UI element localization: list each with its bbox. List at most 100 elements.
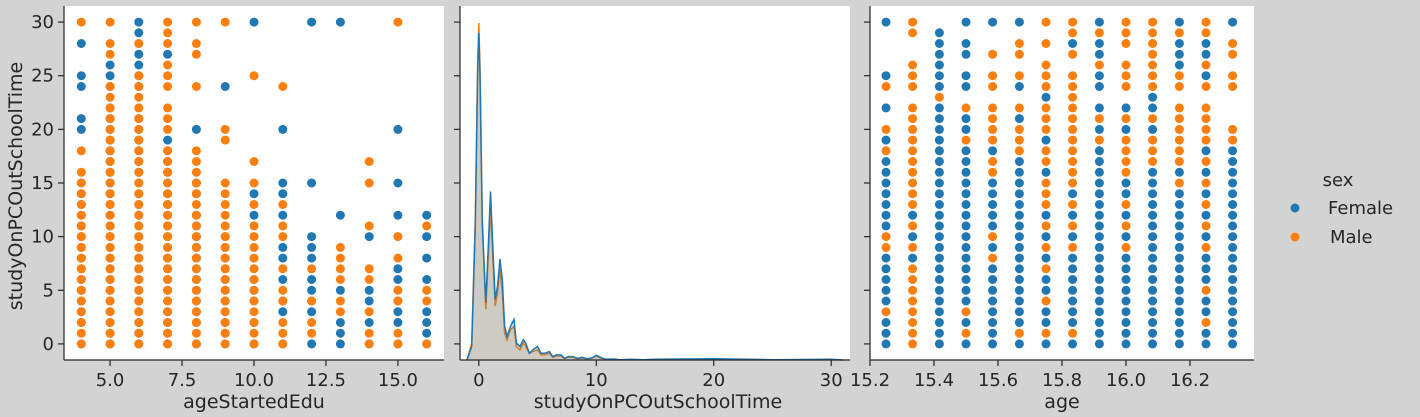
- data-point-female: [364, 232, 374, 242]
- data-point-male: [278, 328, 288, 338]
- data-point-male: [163, 146, 173, 156]
- data-point-female: [1148, 189, 1158, 199]
- data-point-male: [105, 221, 115, 231]
- data-point-female: [1174, 167, 1184, 177]
- data-point-male: [307, 328, 317, 338]
- data-point-male: [220, 221, 230, 231]
- data-point-female: [934, 71, 944, 81]
- data-point-male: [1201, 135, 1211, 145]
- data-point-male: [1068, 17, 1078, 27]
- data-point-male: [134, 253, 144, 263]
- data-point-male: [1014, 124, 1024, 134]
- data-point-female: [881, 253, 891, 263]
- data-point-male: [105, 39, 115, 48]
- data-point-female: [1148, 210, 1158, 220]
- data-point-male: [105, 264, 115, 274]
- data-point-male: [1068, 200, 1078, 209]
- x-tick-label: 10: [585, 370, 608, 391]
- data-point-female: [1121, 339, 1131, 349]
- data-point-male: [1148, 135, 1158, 145]
- data-point-female: [1094, 328, 1104, 338]
- data-point-female: [307, 17, 317, 27]
- data-point-female: [1228, 242, 1238, 252]
- data-point-female: [422, 307, 432, 317]
- data-point-female: [1068, 232, 1078, 242]
- data-point-male: [1014, 328, 1024, 338]
- data-point-female: [934, 210, 944, 220]
- data-point-female: [163, 49, 173, 59]
- data-point-female: [881, 318, 891, 327]
- data-point-female: [1174, 232, 1184, 242]
- data-point-female: [1174, 17, 1184, 27]
- data-point-male: [76, 232, 86, 242]
- data-point-male: [1121, 157, 1131, 166]
- data-point-female: [1201, 307, 1211, 317]
- data-point-male: [1148, 17, 1158, 27]
- data-point-female: [1228, 328, 1238, 338]
- data-point-male: [163, 200, 173, 209]
- data-point-male: [1041, 60, 1051, 70]
- data-point-female: [908, 210, 918, 220]
- data-point-female: [422, 318, 432, 327]
- data-point-male: [105, 232, 115, 242]
- data-point-female: [1068, 339, 1078, 349]
- data-point-male: [1121, 82, 1131, 91]
- data-point-male: [191, 307, 201, 317]
- data-point-male: [1041, 17, 1051, 27]
- data-point-male: [220, 124, 230, 134]
- data-point-female: [249, 17, 259, 27]
- data-point-female: [1041, 92, 1051, 102]
- data-point-female: [1014, 232, 1024, 242]
- data-point-male: [76, 178, 86, 188]
- data-point-female: [988, 178, 998, 188]
- data-point-female: [1174, 253, 1184, 263]
- data-point-female: [1174, 264, 1184, 274]
- data-point-female: [393, 210, 403, 220]
- data-point-female: [364, 285, 374, 295]
- data-point-male: [134, 275, 144, 284]
- data-point-male: [249, 232, 259, 242]
- data-point-female: [1094, 17, 1104, 27]
- data-point-male: [1148, 49, 1158, 59]
- data-point-female: [1014, 285, 1024, 295]
- data-point-female: [1121, 124, 1131, 134]
- data-point-female: [961, 275, 971, 284]
- data-point-male: [163, 296, 173, 306]
- data-point-female: [278, 275, 288, 284]
- data-point-female: [105, 71, 115, 81]
- data-point-male: [1148, 28, 1158, 38]
- data-point-male: [1174, 114, 1184, 124]
- data-point-female: [1148, 232, 1158, 242]
- data-point-male: [220, 264, 230, 274]
- data-point-female: [1094, 296, 1104, 306]
- data-point-male: [220, 296, 230, 306]
- data-point-male: [1121, 60, 1131, 70]
- data-point-male: [1014, 71, 1024, 81]
- data-point-male: [961, 328, 971, 338]
- data-point-male: [105, 157, 115, 166]
- data-point-female: [1148, 328, 1158, 338]
- data-point-female: [1094, 103, 1104, 113]
- data-point-male: [191, 232, 201, 242]
- data-point-female: [881, 210, 891, 220]
- data-point-male: [1068, 114, 1078, 124]
- data-point-female: [1174, 307, 1184, 317]
- data-point-female: [76, 114, 86, 124]
- data-point-female: [1228, 189, 1238, 199]
- y-tick-label: 0: [43, 334, 54, 355]
- data-point-male: [908, 318, 918, 327]
- data-point-male: [1228, 39, 1238, 48]
- data-point-male: [1121, 114, 1131, 124]
- data-point-female: [934, 114, 944, 124]
- data-point-male: [105, 49, 115, 59]
- x-tick-label: 16.0: [1106, 370, 1146, 391]
- data-point-male: [76, 275, 86, 284]
- data-point-female: [191, 124, 201, 134]
- data-point-female: [1121, 328, 1131, 338]
- x-tick-label: 5.0: [96, 370, 125, 391]
- data-point-male: [220, 178, 230, 188]
- data-point-male: [105, 82, 115, 91]
- data-point-female: [908, 232, 918, 242]
- data-point-male: [1068, 135, 1078, 145]
- data-point-female: [961, 285, 971, 295]
